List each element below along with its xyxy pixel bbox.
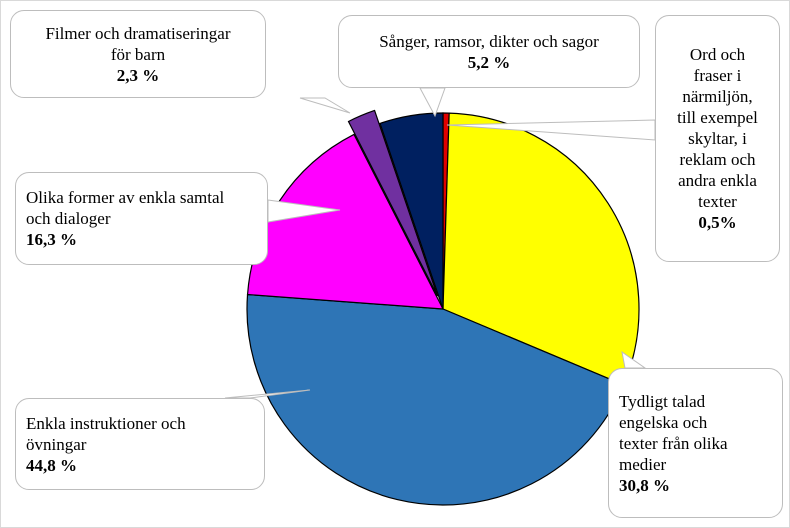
- callout-pointer: [299, 97, 351, 114]
- callout-label: Ord och fraser i närmiljön, till exempel…: [655, 15, 780, 262]
- value-label: 5,2 %: [467, 52, 511, 72]
- pie-slice: [246, 293, 625, 506]
- value-label: 44,8 %: [26, 455, 77, 475]
- category-label: Filmer och dramatiseringar för barn: [45, 23, 231, 64]
- value-label: 0,5%: [698, 213, 737, 232]
- pie-slice: [379, 112, 444, 310]
- pie-slice: [347, 109, 439, 297]
- pie-slice: [246, 133, 445, 310]
- callout-label: Sånger, ramsor, dikter och sagor 5,2 %: [338, 15, 640, 88]
- value-label: 30,8 %: [619, 475, 670, 495]
- value-label: 16,3 %: [26, 230, 77, 249]
- callout-label: Olika former av enkla samtal och dialoge…: [15, 172, 268, 265]
- value-label: 2,3 %: [116, 65, 160, 85]
- category-label: Sånger, ramsor, dikter och sagor: [379, 31, 599, 51]
- category-label: Olika former av enkla samtal och dialoge…: [26, 188, 225, 228]
- callout-label: Tydligt talad engelska och texter från o…: [608, 368, 783, 518]
- callout-pointer: [267, 199, 341, 223]
- callout-pointer: [419, 87, 446, 118]
- category-label: Ord och fraser i närmiljön, till exempel…: [677, 45, 758, 211]
- category-label: Tydligt talad engelska och texter från o…: [619, 391, 728, 474]
- callout-label: Filmer och dramatiseringar för barn 2,3 %: [10, 10, 266, 98]
- callout-label: Enkla instruktioner och övningar 44,8 %: [15, 398, 265, 490]
- pie-slice: [442, 112, 640, 386]
- category-label: Enkla instruktioner och övningar: [26, 413, 186, 454]
